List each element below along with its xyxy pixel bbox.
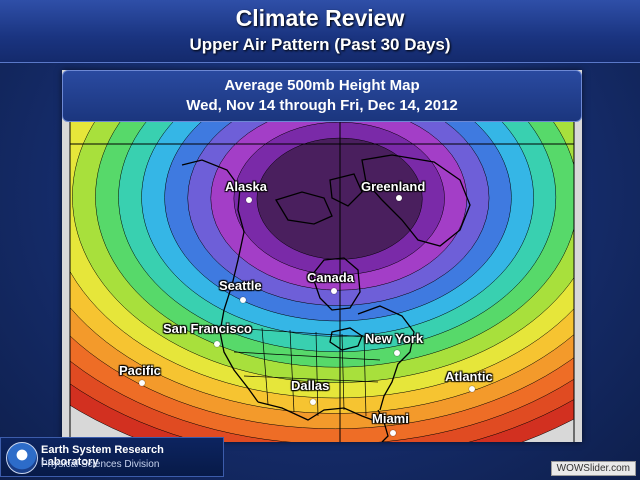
marker-miami [390, 430, 396, 436]
label-dallas: Dallas [291, 378, 330, 393]
marker-san-francisco [214, 341, 220, 347]
slide-subtitle: Upper Air Pattern (Past 30 Days) [189, 35, 451, 54]
state-borders [229, 327, 383, 417]
marker-seattle [240, 297, 246, 303]
label-alaska: Alaska [225, 179, 267, 194]
map-date-range: Wed, Nov 14 through Fri, Dec 14, 2012 [186, 97, 458, 114]
esrl-logo-banner: Earth System Research Laboratory Physica… [0, 437, 224, 477]
noaa-seal-icon [6, 442, 38, 474]
watermark: WOWSlider.com [550, 461, 636, 476]
marker-dallas [310, 399, 316, 405]
label-new-york: New York [365, 331, 424, 346]
label-canada: Canada [307, 270, 354, 285]
marker-atlantic [469, 386, 475, 392]
label-seattle: Seattle [219, 278, 262, 293]
marker-greenland [396, 195, 402, 201]
label-san-francisco: San Francisco [163, 321, 252, 336]
marker-alaska [246, 197, 252, 203]
header-bar: Climate Review Upper Air Pattern (Past 3… [0, 0, 640, 63]
coastlines [181, 154, 471, 442]
marker-canada [331, 288, 337, 294]
slide-title: Climate Review [235, 5, 405, 31]
label-atlantic: Atlantic [445, 369, 493, 384]
label-pacific: Pacific [119, 363, 161, 378]
marker-pacific [139, 380, 145, 386]
org-division: Physical Sciences Division [41, 459, 160, 470]
map-title-box: Average 500mb Height Map Wed, Nov 14 thr… [62, 70, 582, 122]
label-miami: Miami [372, 411, 409, 426]
marker-new-york [394, 350, 400, 356]
org-name: Earth System Research Laboratory [41, 444, 164, 468]
map-title: Average 500mb Height Map [224, 77, 420, 94]
label-greenland: Greenland [361, 179, 426, 194]
